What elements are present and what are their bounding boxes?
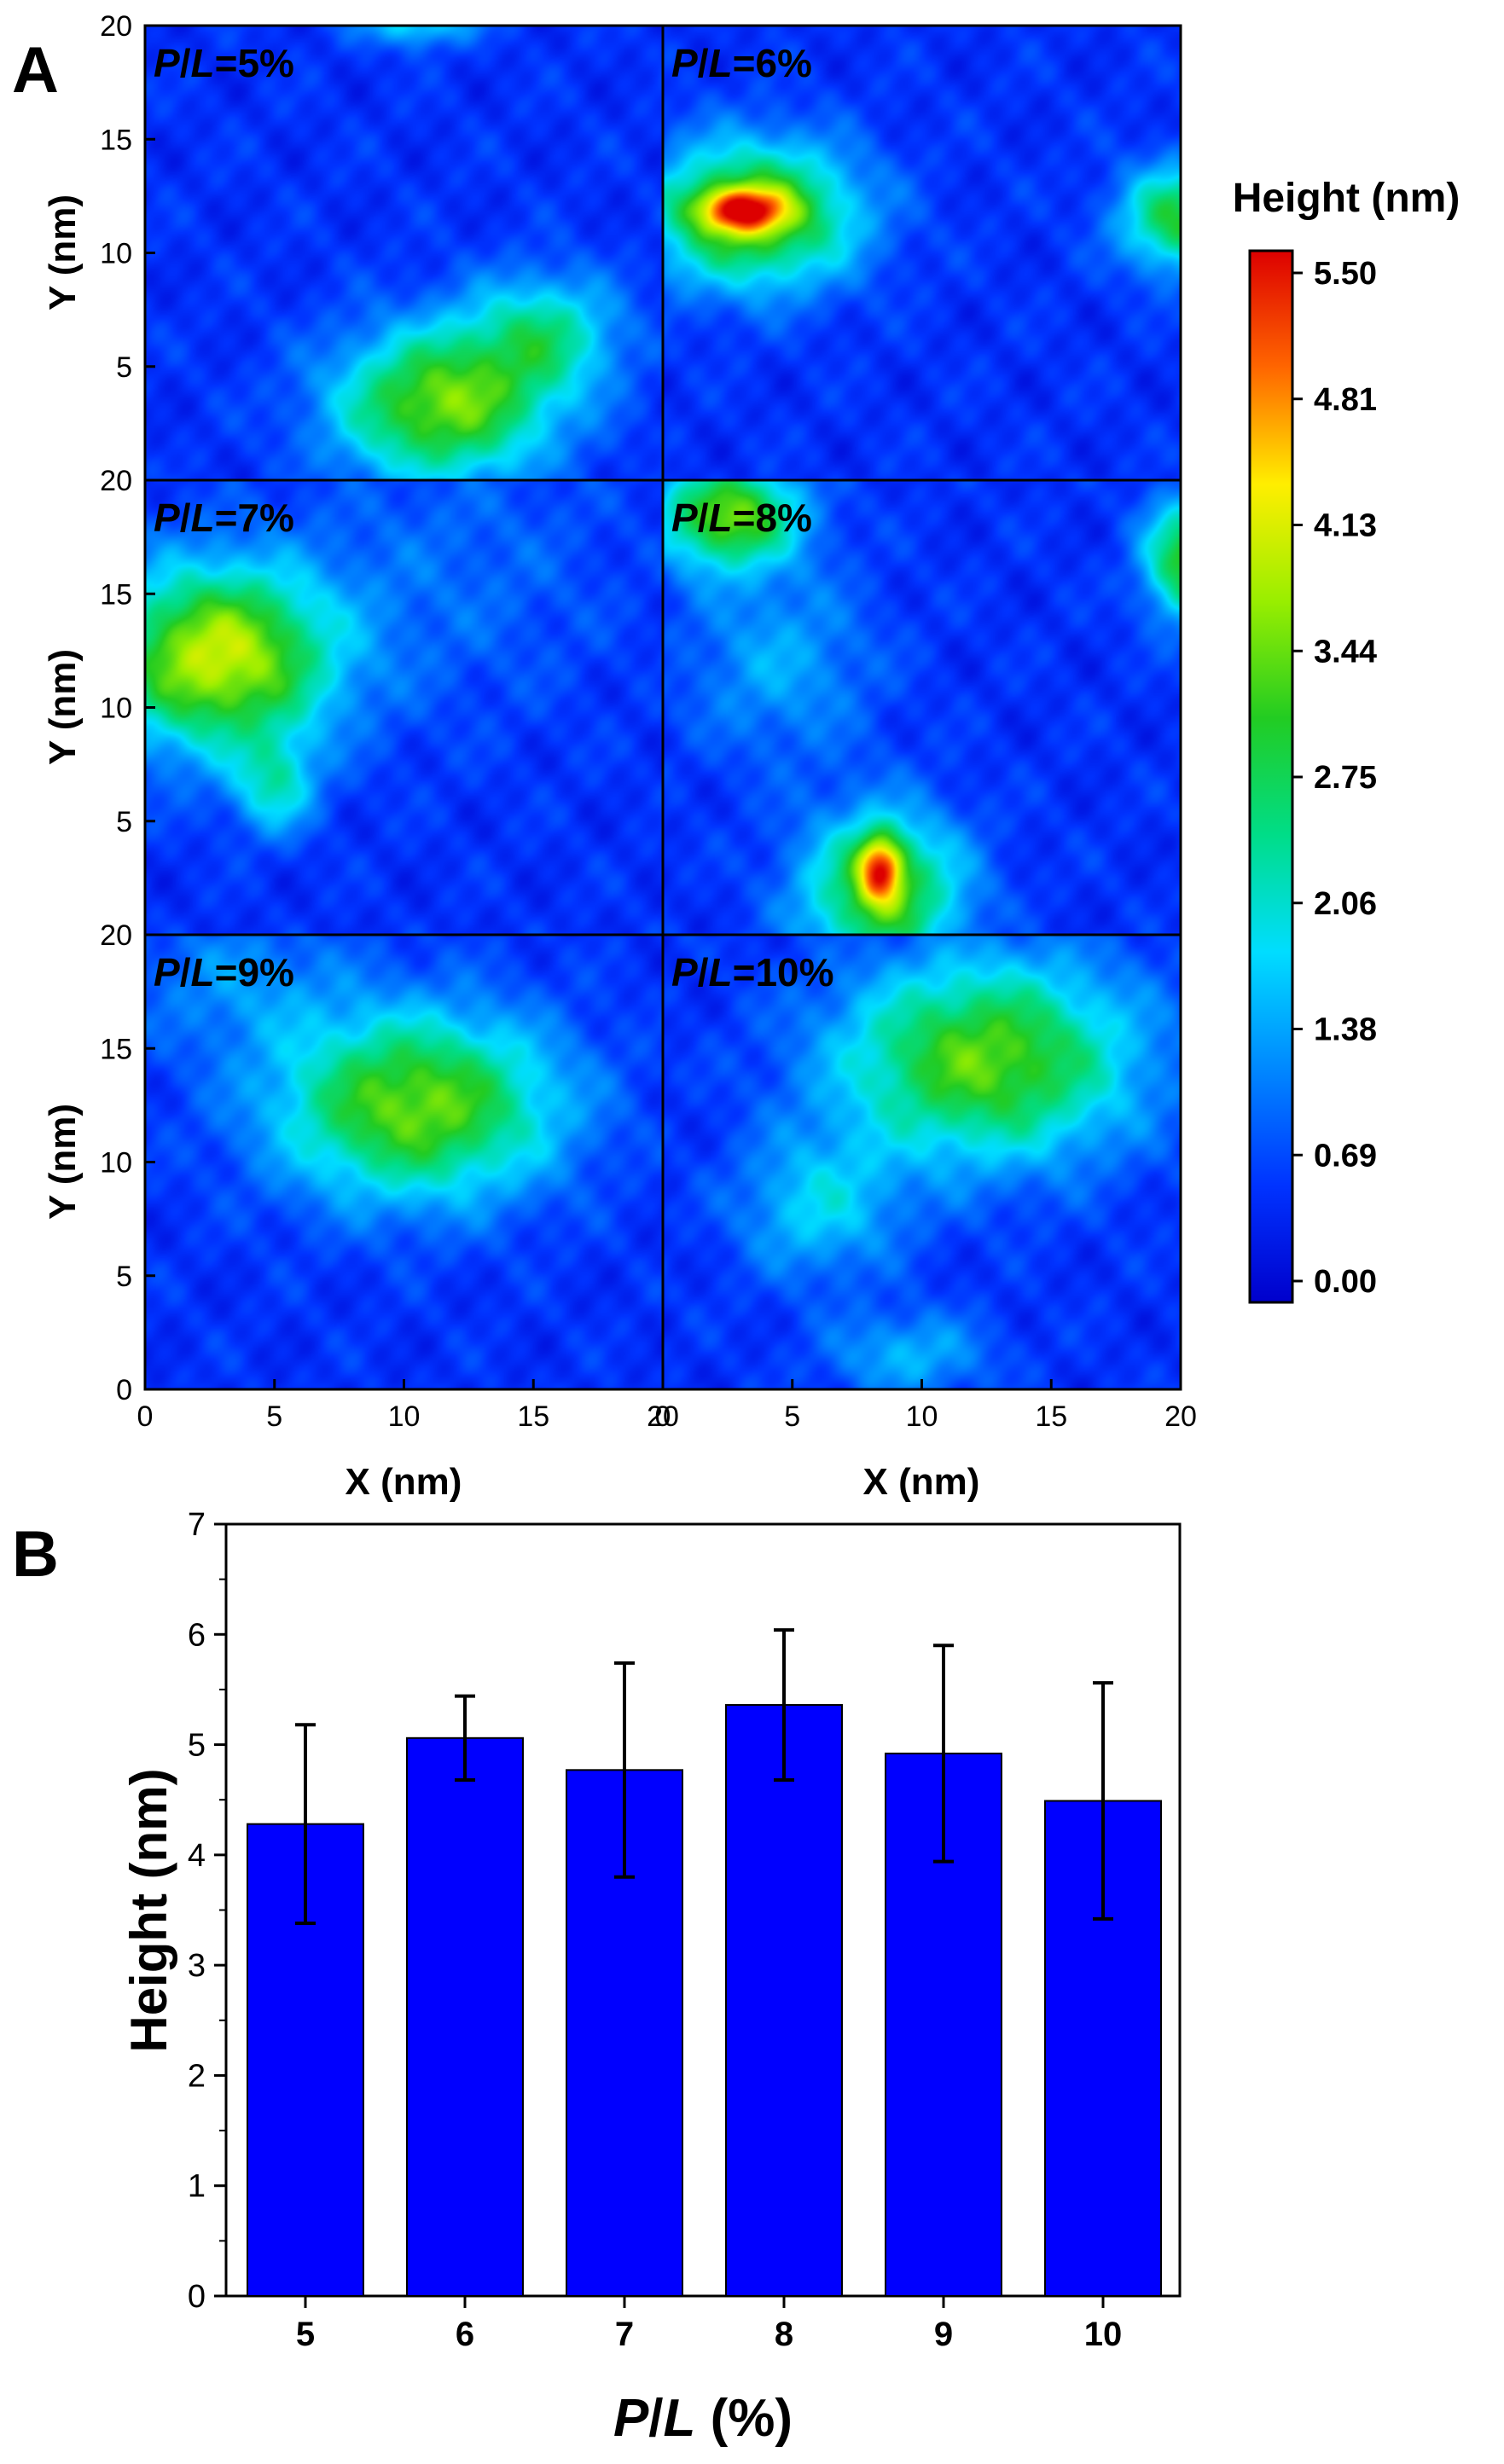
- panel-label-b: B: [12, 1518, 59, 1591]
- heatmap-canvas-1: [145, 26, 663, 480]
- bar-x-tick-label: 7: [615, 2316, 634, 2353]
- bar-y-tick-label: 3: [188, 1948, 206, 1984]
- heatmap-map-5: P/L=9%: [145, 935, 663, 1389]
- bar-series: [247, 1628, 1162, 2298]
- map-label-6: P/L=10%: [671, 950, 834, 994]
- x-tick-label: 10: [388, 1400, 421, 1433]
- colorbar-tick-label: 3.44: [1314, 634, 1377, 670]
- colorbar-title: Height (nm): [1233, 176, 1460, 221]
- heatmap-xlabel-2: X (nm): [863, 1461, 980, 1503]
- map-label-4: P/L=8%: [671, 496, 812, 540]
- bar-6: [406, 1736, 524, 2298]
- heatmap-map-1: P/L=5%: [145, 26, 663, 480]
- bar-y-tick-label: 6: [188, 1617, 206, 1653]
- bar-y-tick-label: 4: [188, 1838, 206, 1874]
- y-tick-label: 10: [100, 693, 132, 725]
- heatmap-ylabel-1: Y (nm): [42, 194, 84, 310]
- bar-y-tick-label: 2: [188, 2058, 206, 2094]
- colorbar-tick-label: 5.50: [1314, 256, 1377, 292]
- bar-chart: 0 1 2 3 4 5 6 7 5 6 7 8 9 10 Height (nm) P/L (%): [120, 1507, 1182, 2448]
- bar-plot-frame: [224, 1522, 1182, 2298]
- bar-x-tick-label: 6: [456, 2316, 474, 2353]
- heatmap-xlabel-1: X (nm): [346, 1461, 462, 1503]
- bar-xlabel: P/L (%): [613, 2389, 793, 2448]
- map-label-5: P/L=9%: [154, 950, 294, 994]
- colorbar-ticks: 5.50 4.81 4.13 3.44 2.75 2.06 1.38 0.69 0.00: [1292, 256, 1377, 1300]
- x-tick-label: 15: [1035, 1400, 1067, 1433]
- x-tick-label: 20: [1164, 1400, 1197, 1433]
- y-tick-label: 10: [100, 1147, 132, 1180]
- x-tick-label: 0: [137, 1400, 154, 1433]
- map-label-2: P/L=6%: [671, 41, 812, 85]
- bar-x-tick-label: 9: [934, 2316, 953, 2353]
- heatmap-ylabel-3: Y (nm): [42, 1104, 84, 1220]
- heatmap-map-6: P/L=10%: [663, 935, 1181, 1389]
- colorbar-tick-label: 2.06: [1314, 886, 1377, 922]
- bar-ylabel: Height (nm): [120, 1768, 177, 2052]
- y-tick-label: 5: [116, 1261, 132, 1293]
- bar-y-tick-label: 5: [188, 1728, 206, 1764]
- x-tick-label: 10: [906, 1400, 938, 1433]
- colorbar-gradient-bar: [1248, 249, 1294, 1304]
- heatmap-grid: P/L=5% P/L=6% P/L=7% P/L=8% P/L=9% P/L=1…: [42, 10, 1197, 1503]
- colorbar-tick-label: 0.69: [1314, 1138, 1377, 1174]
- y-tick-label: 5: [116, 351, 132, 384]
- y-tick-label: 5: [116, 806, 132, 838]
- y-tick-label: 10: [100, 238, 132, 270]
- bar-8: [725, 1704, 843, 2297]
- heatmap-canvas-3: [145, 480, 663, 935]
- map-label-1: P/L=5%: [154, 41, 294, 85]
- heatmap-map-4: P/L=8%: [663, 480, 1181, 935]
- heatmap-canvas-6: [663, 935, 1181, 1389]
- x-tick-label: 15: [517, 1400, 549, 1433]
- heatmap-canvas-2: [663, 26, 1181, 480]
- bar-y-tick-label: 1: [188, 2169, 206, 2205]
- y-tick-label: 20: [100, 919, 132, 952]
- colorbar-tick-label: 4.13: [1314, 508, 1377, 544]
- y-tick-label: 15: [100, 578, 132, 611]
- x-tick-label: 20: [647, 1400, 679, 1433]
- y-tick-label: 15: [100, 1033, 132, 1065]
- colorbar-tick-label: 2.75: [1314, 760, 1377, 796]
- bar-y-tick-label: 0: [188, 2279, 206, 2315]
- bar-x-tick-label: 8: [775, 2316, 793, 2353]
- heatmap-map-3: P/L=7%: [145, 480, 663, 935]
- x-tick-label: 5: [266, 1400, 282, 1433]
- colorbar-tick-label: 4.81: [1314, 382, 1377, 418]
- y-tick-label: 20: [100, 10, 132, 43]
- x-tick-label: 0: [655, 1400, 671, 1433]
- colorbar-tick-label: 0.00: [1314, 1264, 1377, 1300]
- x-tick-label: 5: [784, 1400, 800, 1433]
- colorbar: Height (nm) 5.50 4.81 4.13 3.44 2.75 2.06 1.38…: [1233, 176, 1460, 1304]
- bar-axes: 0 1 2 3 4 5 6 7 5 6 7 8 9 10: [188, 1507, 1122, 2353]
- bar-y-tick-label: 7: [188, 1507, 206, 1543]
- heatmap-ylabel-2: Y (nm): [42, 649, 84, 765]
- panel-label-a: A: [12, 34, 59, 107]
- heatmap-canvas-4: [663, 480, 1181, 935]
- y-tick-label: 0: [116, 1374, 132, 1406]
- heatmap-map-2: P/L=6%: [663, 26, 1181, 480]
- heatmap-canvas-5: [145, 935, 663, 1389]
- y-tick-label: 15: [100, 124, 132, 156]
- bar-x-tick-label: 10: [1084, 2316, 1123, 2353]
- y-tick-label: 20: [100, 465, 132, 497]
- bar-x-tick-label: 5: [296, 2316, 315, 2353]
- map-label-3: P/L=7%: [154, 496, 294, 540]
- colorbar-tick-label: 1.38: [1314, 1012, 1377, 1048]
